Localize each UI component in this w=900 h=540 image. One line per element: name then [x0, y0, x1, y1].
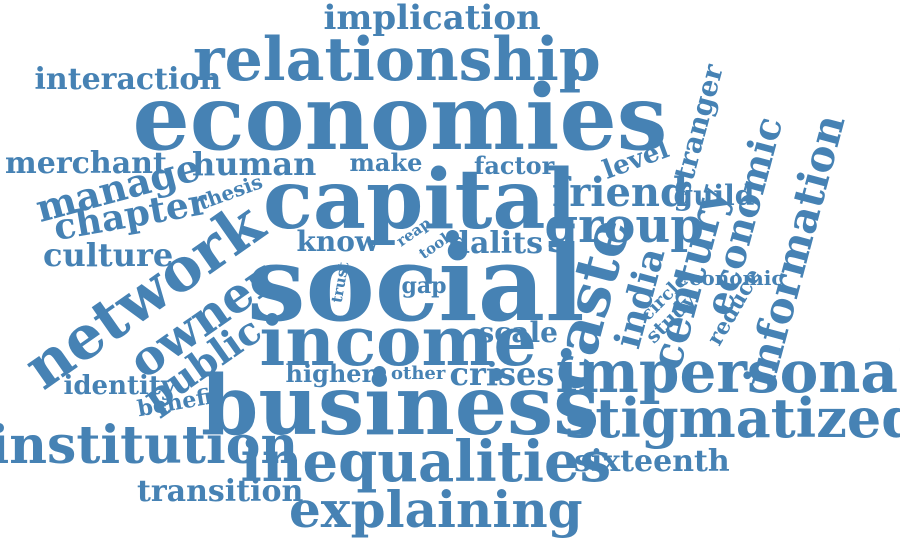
- word-culture: culture: [43, 239, 173, 271]
- word-stigmatized: stigmatized: [565, 391, 900, 445]
- word-explaining: explaining: [289, 485, 583, 535]
- dot-mark: [446, 230, 459, 243]
- dot-mark: [373, 366, 386, 379]
- word-scale: scale: [479, 319, 558, 347]
- word-economic: economic: [677, 268, 784, 288]
- dot-mark: [566, 68, 579, 81]
- word-gap: gap: [402, 275, 447, 297]
- word-sixteenth: sixteenth: [574, 447, 730, 477]
- dot-mark: [490, 368, 503, 381]
- word-transition: transition: [137, 477, 303, 507]
